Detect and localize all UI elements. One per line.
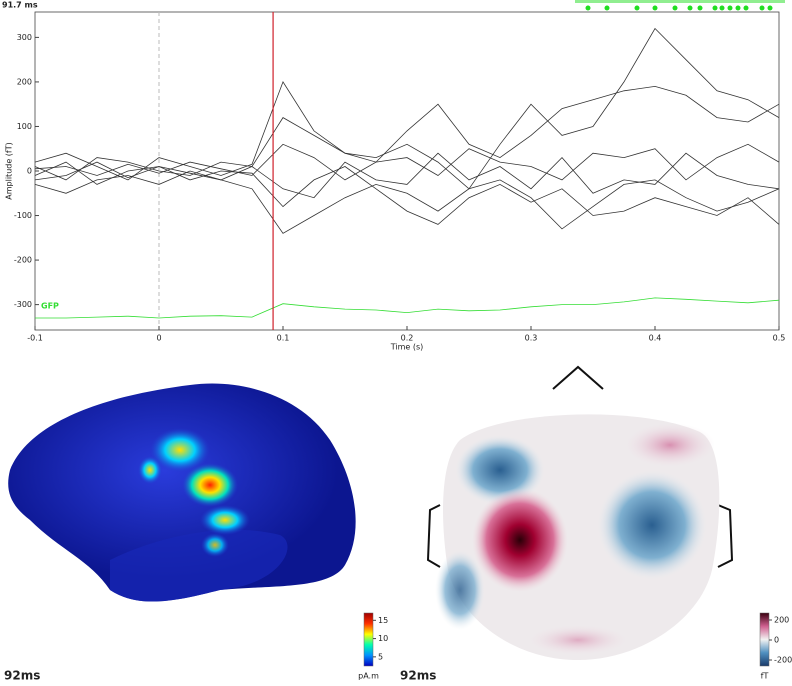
- colorbar-unit: fT: [761, 672, 769, 681]
- colorbar-tick-label: 5: [378, 652, 383, 661]
- y-tick-label: 200: [17, 77, 32, 86]
- x-tick-label: 0: [156, 334, 161, 343]
- y-tick-label: 0: [27, 167, 32, 176]
- y-tick-label: -200: [14, 256, 32, 265]
- colorbar-tick-label: 200: [774, 616, 789, 625]
- x-tick-label: 0.3: [525, 334, 538, 343]
- y-tick-label: -100: [14, 211, 32, 220]
- y-tick-label: 100: [17, 122, 32, 131]
- butterfly-plot: -300 -200 -100 0 100 200 300 -0.1 0 0.1 0.2 0.3 0.4 0…: [5, 11, 786, 352]
- colorbar-tick-label: -200: [774, 656, 792, 665]
- x-tick-label: -0.1: [27, 334, 43, 343]
- sensor-trace: [34, 170, 780, 234]
- colorbar-tick-label: 0: [774, 636, 779, 645]
- colorbar-tick-label: 10: [378, 634, 388, 643]
- panel-time-label: 92ms: [4, 669, 40, 683]
- colorbar-unit: pA.m: [358, 672, 379, 681]
- colorbar: [759, 612, 770, 667]
- gfp-line: [35, 297, 780, 319]
- y-axis-label: Amplitude (fT): [5, 142, 14, 199]
- x-tick-label: 0.2: [401, 334, 414, 343]
- topography-map: [426, 365, 734, 660]
- y-tick-label: -300: [14, 300, 32, 309]
- y-tick-label: 300: [17, 33, 32, 42]
- event-markers: [575, 0, 785, 11]
- sensor-trace: [34, 152, 780, 199]
- x-axis-label: Time (s): [390, 343, 424, 352]
- sensor-trace: [34, 27, 780, 190]
- x-tick-label: 0.1: [277, 334, 290, 343]
- x-tick-label: 0.4: [649, 334, 662, 343]
- cortex-surface: [8, 383, 356, 602]
- panel-time-label: 92ms: [400, 669, 436, 683]
- sensor-trace: [34, 143, 780, 181]
- series-label: GFP: [41, 301, 59, 310]
- colorbar: [363, 612, 374, 667]
- colorbar-tick-label: 15: [378, 616, 388, 625]
- time-label: 91.7 ms: [2, 1, 38, 10]
- x-tick-label: 0.5: [773, 334, 786, 343]
- sensor-trace: [34, 85, 780, 181]
